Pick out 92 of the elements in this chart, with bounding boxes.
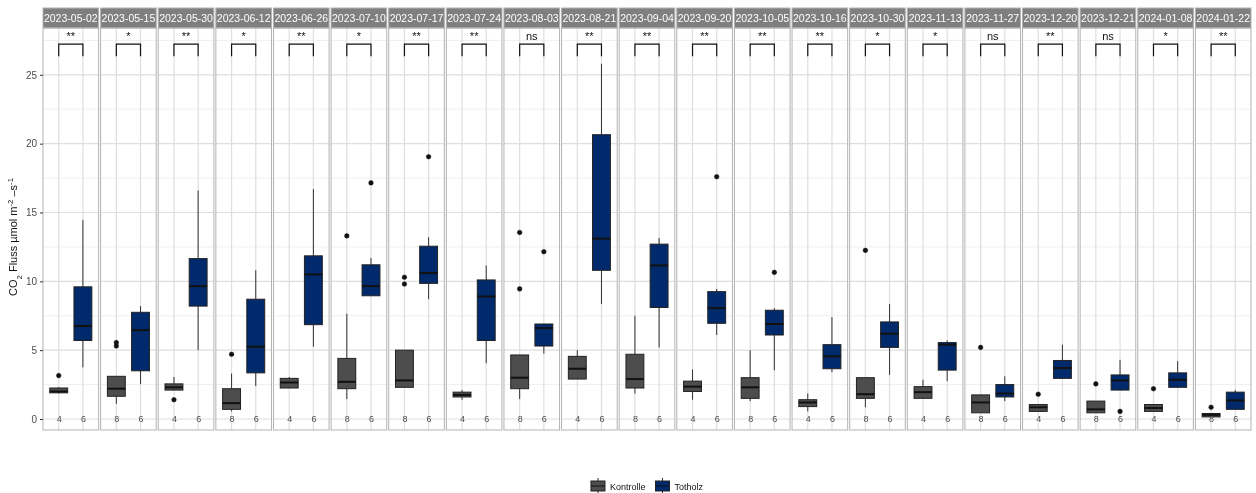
annotation: * xyxy=(1163,30,1169,43)
chart-title: 2024-01-22 xyxy=(1196,12,1251,24)
chart-title: 2023-07-10 xyxy=(332,12,386,24)
chart-title: 2023-05-15 xyxy=(101,12,156,24)
chart-title: 2023-08-21 xyxy=(562,12,617,24)
annotation: ** xyxy=(1046,30,1056,43)
x-tick-label: 6 xyxy=(1118,414,1124,425)
x-tick-label: 6 xyxy=(253,414,259,425)
annotation: ** xyxy=(815,30,825,43)
y-tick-label: 0 xyxy=(31,413,38,425)
annotation: ** xyxy=(469,30,480,43)
x-tick-label: 8 xyxy=(114,414,120,425)
x-tick-label: 8 xyxy=(344,414,350,425)
x-tick-label: 8 xyxy=(978,414,984,425)
chart-title: 2023-08-03 xyxy=(504,12,559,24)
x-tick-label: 6 xyxy=(1233,414,1239,425)
annotation: * xyxy=(126,30,132,43)
x-tick-label: 6 xyxy=(714,414,720,425)
annotation: ns xyxy=(1102,30,1115,43)
annotation: * xyxy=(356,30,362,43)
x-tick-label: 4 xyxy=(1151,414,1157,425)
annotation: ** xyxy=(66,30,76,43)
x-tick-label: 4 xyxy=(1036,414,1042,425)
x-tick-label: 6 xyxy=(1002,414,1008,425)
chart-title: 2023-11-27 xyxy=(966,12,1020,24)
x-tick-label: 8 xyxy=(517,414,523,425)
x-tick-label: 8 xyxy=(748,414,754,425)
chart-title: 2023-05-30 xyxy=(159,12,214,24)
x-tick-label: 8 xyxy=(1209,414,1215,425)
annotation: ** xyxy=(181,30,192,43)
annotation: ** xyxy=(1218,30,1229,43)
annotation: ** xyxy=(700,30,710,43)
chart-title: 2023-07-24 xyxy=(447,12,502,24)
x-tick-label: 8 xyxy=(1093,414,1099,425)
chart-title: 2023-10-30 xyxy=(850,12,905,24)
x-tick-label: 6 xyxy=(368,414,374,425)
x-tick-label: 8 xyxy=(632,414,638,425)
annotation: * xyxy=(875,30,881,43)
x-tick-label: 6 xyxy=(1060,414,1066,425)
annotation: * xyxy=(241,30,247,43)
x-tick-label: 6 xyxy=(311,414,317,425)
x-tick-label: 4 xyxy=(805,414,811,425)
x-tick-label: 4 xyxy=(171,414,177,425)
x-tick-label: 6 xyxy=(887,414,893,425)
y-tick-label: 5 xyxy=(31,344,38,356)
x-tick-label: 8 xyxy=(863,414,869,425)
annotation: ** xyxy=(412,30,422,43)
y-tick-label: 15 xyxy=(25,207,38,219)
chart-title: 2023-07-17 xyxy=(389,12,444,24)
x-tick-label: 8 xyxy=(229,414,235,425)
x-tick-label: 4 xyxy=(690,414,696,425)
chart-title: 2024-01-08 xyxy=(1138,12,1193,24)
x-tick-label: 6 xyxy=(541,414,547,425)
annotation: * xyxy=(932,30,938,43)
chart-title: 2023-12-21 xyxy=(1081,12,1135,24)
y-tick-label: 20 xyxy=(25,138,38,150)
x-tick-label: 4 xyxy=(921,414,927,425)
legend-label: Totholz xyxy=(674,481,704,492)
y-tick-label: 25 xyxy=(25,69,38,81)
x-tick-label: 4 xyxy=(56,414,62,425)
x-tick-label: 8 xyxy=(402,414,408,425)
x-tick-label: 4 xyxy=(460,414,466,425)
x-tick-label: 4 xyxy=(287,414,293,425)
annotation: ** xyxy=(642,30,652,43)
annotation: ns xyxy=(986,30,1000,43)
annotation: ns xyxy=(525,30,539,43)
chart-title: 2023-06-26 xyxy=(274,12,329,24)
x-tick-label: 6 xyxy=(599,414,605,425)
chart-title: 2023-09-04 xyxy=(620,12,675,24)
x-tick-label: 6 xyxy=(426,414,432,425)
x-tick-label: 6 xyxy=(196,414,202,425)
annotation: ** xyxy=(297,30,307,43)
x-tick-label: 6 xyxy=(945,414,951,425)
y-tick-label: 10 xyxy=(25,276,38,288)
x-tick-label: 6 xyxy=(138,414,144,425)
chart-title: 2023-05-02 xyxy=(43,12,98,24)
x-tick-label: 6 xyxy=(657,414,663,425)
chart-title: 2023-09-20 xyxy=(677,12,732,24)
chart-title: 2023-10-05 xyxy=(735,12,790,24)
x-tick-label: 4 xyxy=(575,414,581,425)
x-tick-label: 6 xyxy=(772,414,778,425)
annotation: ** xyxy=(757,30,768,43)
x-tick-label: 6 xyxy=(80,414,86,425)
chart-title: 2023-11-13 xyxy=(908,12,962,24)
chart-title: 2023-12-20 xyxy=(1023,12,1078,24)
x-tick-label: 6 xyxy=(1175,414,1181,425)
chart-title: 2023-10-16 xyxy=(793,12,847,24)
x-tick-label: 6 xyxy=(484,414,490,425)
annotation: ** xyxy=(585,30,595,43)
chart-title: 2023-06-12 xyxy=(216,12,271,24)
legend-label: Kontrolle xyxy=(609,481,646,492)
x-tick-label: 6 xyxy=(829,414,835,425)
